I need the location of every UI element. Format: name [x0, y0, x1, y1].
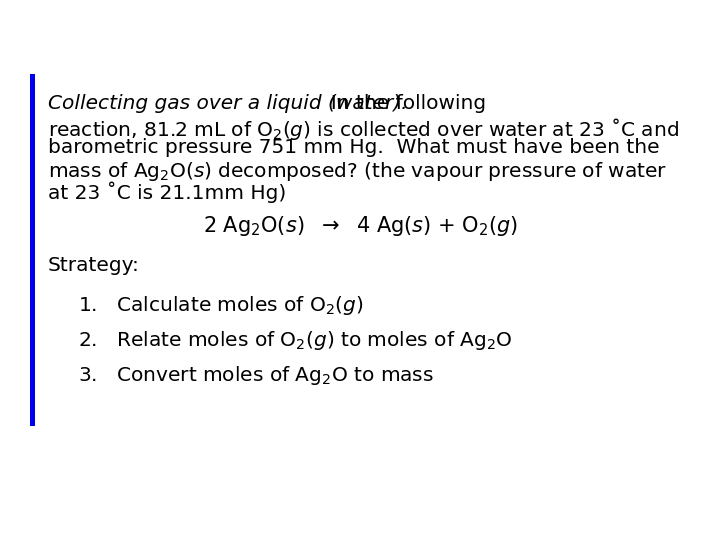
Text: Collecting gas over a liquid (water).: Collecting gas over a liquid (water).	[48, 94, 408, 113]
Text: at 23 ˚C is 21.1mm Hg): at 23 ˚C is 21.1mm Hg)	[48, 182, 287, 203]
Text: 2.   Relate moles of O$_2$($g$) to moles of Ag$_2$O: 2. Relate moles of O$_2$($g$) to moles o…	[78, 329, 513, 352]
Text: mass of Ag$_2$O($s$) decomposed? (the vapour pressure of water: mass of Ag$_2$O($s$) decomposed? (the va…	[48, 160, 667, 183]
Bar	[30, 74, 35, 426]
Text: Example 6-16: Example 6-16	[13, 21, 225, 49]
Text: In the following: In the following	[318, 94, 486, 113]
Text: reaction, 81.2 mL of O$_2$($g$) is collected over water at 23 ˚C and: reaction, 81.2 mL of O$_2$($g$) is colle…	[48, 116, 679, 141]
Text: Strategy:: Strategy:	[48, 256, 140, 275]
Text: 3.   Convert moles of Ag$_2$O to mass: 3. Convert moles of Ag$_2$O to mass	[78, 364, 434, 387]
Text: 1.   Calculate moles of O$_2$($g$): 1. Calculate moles of O$_2$($g$)	[78, 294, 364, 317]
Text: barometric pressure 751 mm Hg.  What must have been the: barometric pressure 751 mm Hg. What must…	[48, 138, 660, 157]
Text: 2 Ag$_2$O($s$)  $\rightarrow$  4 Ag($s$) + O$_2$($g$): 2 Ag$_2$O($s$) $\rightarrow$ 4 Ag($s$) +…	[202, 214, 518, 238]
